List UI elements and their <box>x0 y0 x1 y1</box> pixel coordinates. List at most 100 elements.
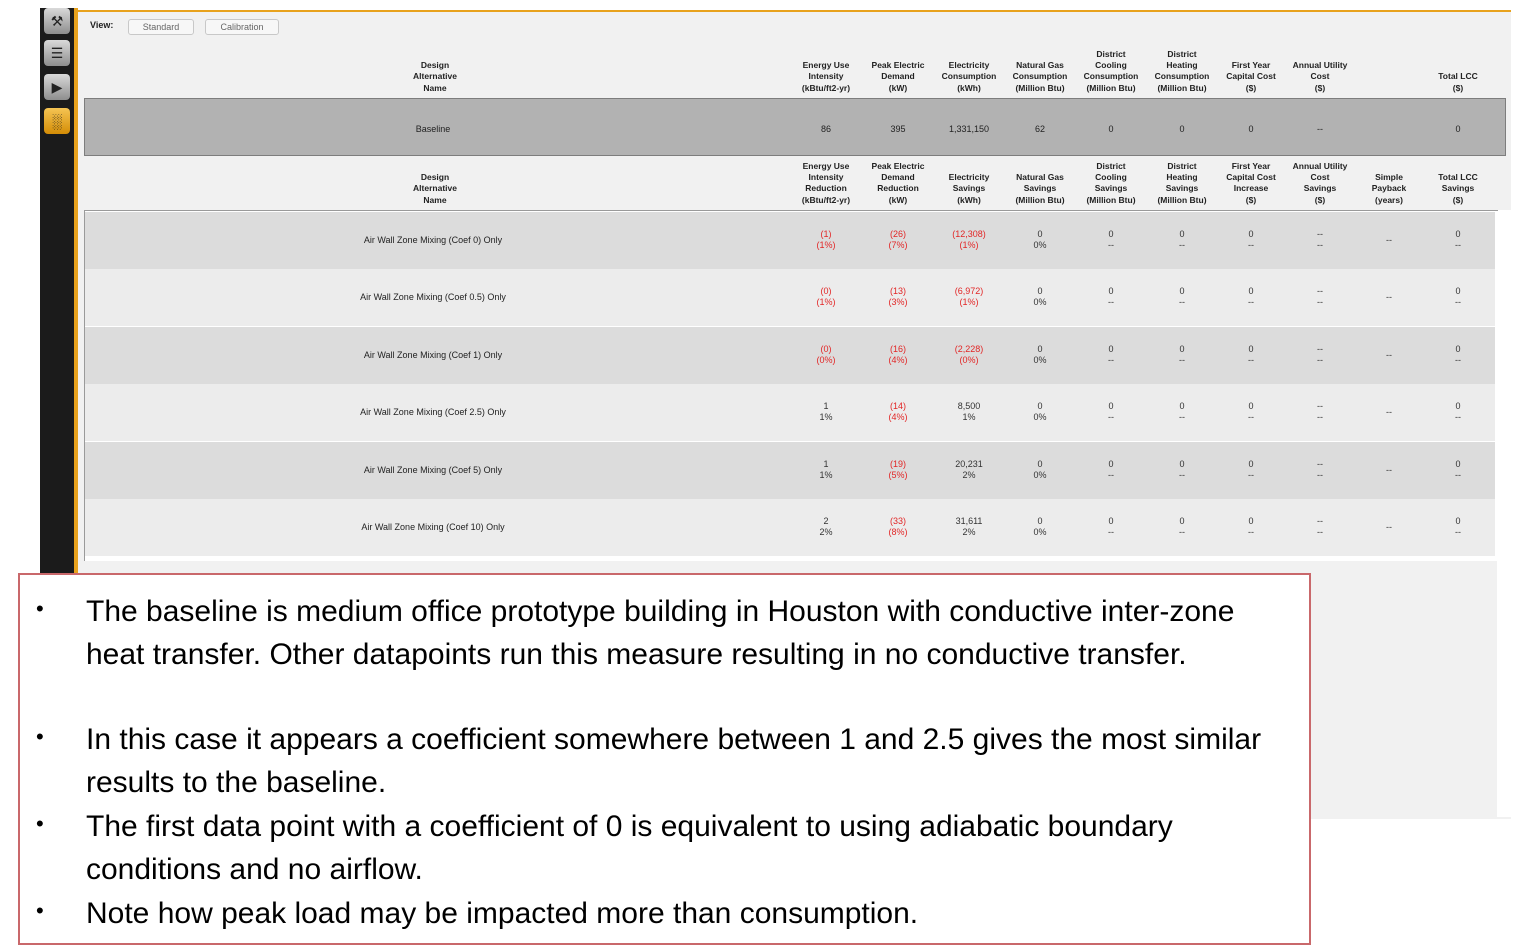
note-2: In this case it appears a coefficient so… <box>86 723 1262 799</box>
view-label: View: <box>90 20 114 30</box>
row-value: 8,500 1% <box>957 401 981 423</box>
row-value: (1) (1%) <box>816 229 836 250</box>
savings-header-10: Total LCC Savings ($) <box>1438 172 1478 205</box>
savings-header-0: Design Alternative Name <box>413 172 457 205</box>
row-value: -- -- <box>1317 343 1323 365</box>
row-value: (14) (4%) <box>888 401 908 423</box>
row-value: 0 -- <box>1455 516 1461 537</box>
baseline-value: 86 <box>820 124 831 134</box>
baseline-value: -- <box>1317 124 1323 134</box>
row-value: 0 0% <box>1033 286 1047 308</box>
table-row[interactable] <box>85 441 1495 499</box>
row-value: -- <box>1386 235 1392 245</box>
row-value: -- -- <box>1317 458 1323 480</box>
results-icon[interactable]: ░ <box>44 108 70 134</box>
row-value: -- <box>1386 292 1392 303</box>
row-value: 0 -- <box>1248 229 1254 250</box>
table-row[interactable] <box>85 212 1495 269</box>
row-value: (33) (8%) <box>888 516 908 537</box>
baseline-name: Baseline <box>415 124 451 134</box>
row-value: 0 -- <box>1248 343 1254 365</box>
row-value: 0 -- <box>1455 286 1461 308</box>
view-standard-button[interactable]: Standard <box>128 19 194 35</box>
baseline-value: 0 <box>1248 124 1254 134</box>
row-value: -- <box>1386 407 1392 418</box>
row-value: (0) (1%) <box>816 286 836 308</box>
baseline-value: 62 <box>1034 124 1045 134</box>
baseline-header-7: First Year Capital Cost ($) <box>1226 60 1276 93</box>
row-value: 0 -- <box>1179 229 1185 250</box>
row-value: 0 -- <box>1108 401 1114 423</box>
baseline-header-5: District Cooling Consumption (Million Bt… <box>1083 48 1139 93</box>
table-row[interactable] <box>85 269 1495 327</box>
tool-strip <box>40 8 74 578</box>
note-4: Note how peak load may be impacted more … <box>86 897 919 930</box>
baseline-value: 0 <box>1108 124 1114 134</box>
row-value: 20,231 2% <box>955 458 983 480</box>
table-row[interactable] <box>85 384 1495 442</box>
row-value: 0 0% <box>1033 458 1047 480</box>
table-row[interactable] <box>85 499 1495 556</box>
row-value: 0 -- <box>1248 516 1254 537</box>
row-value: (2,228) (0%) <box>954 343 984 365</box>
row-value: 0 -- <box>1179 343 1185 365</box>
row-value: 0 -- <box>1108 229 1114 250</box>
baseline-header-2: Peak Electric Demand (kW) <box>871 60 925 93</box>
row-value: 1 1% <box>819 401 833 423</box>
row-value: 0 -- <box>1108 343 1114 365</box>
row-value: (26) (7%) <box>888 229 908 250</box>
row-name: Air Wall Zone Mixing (Coef 1) Only <box>363 349 503 360</box>
row-value: 0 -- <box>1179 286 1185 308</box>
savings-header-1: Energy Use Intensity Reduction (kBtu/ft2… <box>801 160 851 205</box>
baseline-row[interactable] <box>84 98 1506 156</box>
row-value: (0) (0%) <box>816 343 836 365</box>
wrench-icon[interactable]: ⚒ <box>44 8 70 34</box>
tool-strip-accent <box>74 8 78 578</box>
view-calibration-button[interactable]: Calibration <box>205 19 279 35</box>
row-value: (16) (4%) <box>888 343 908 365</box>
row-value: 0 -- <box>1179 516 1185 537</box>
run-icon[interactable]: ▶ <box>44 74 70 100</box>
savings-header-5: District Cooling Savings (Million Btu) <box>1086 160 1136 205</box>
row-value: 0 0% <box>1033 229 1047 250</box>
row-value: 0 -- <box>1108 458 1114 480</box>
baseline-header-9 <box>1355 44 1423 94</box>
row-value: (12,308) (1%) <box>952 229 986 250</box>
row-value: 31,611 2% <box>955 516 983 537</box>
baseline-value: 0 <box>1179 124 1185 134</box>
row-value: 0 -- <box>1248 286 1254 308</box>
scrollbar-track[interactable] <box>1497 210 1511 817</box>
savings-header-2: Peak Electric Demand Reduction (kW) <box>871 160 925 205</box>
row-value: 0 -- <box>1455 401 1461 423</box>
baseline-value: 0 <box>1455 124 1461 134</box>
savings-header-8: Annual Utility Cost Savings ($) <box>1292 160 1348 205</box>
table-row[interactable] <box>85 326 1495 384</box>
bullet-icon: • <box>36 811 44 836</box>
savings-header-3: Electricity Savings (kWh) <box>948 172 990 205</box>
row-value: 0 -- <box>1455 229 1461 250</box>
row-value: -- <box>1386 349 1392 360</box>
row-value: 0 -- <box>1455 458 1461 480</box>
baseline-header-1: Energy Use Intensity (kBtu/ft2-yr) <box>801 60 851 93</box>
row-name: Air Wall Zone Mixing (Coef 0.5) Only <box>360 292 506 303</box>
row-name: Air Wall Zone Mixing (Coef 0) Only <box>363 235 503 245</box>
row-value: 0 -- <box>1179 458 1185 480</box>
savings-header-7: First Year Capital Cost Increase ($) <box>1226 160 1276 205</box>
row-value: -- -- <box>1317 516 1323 537</box>
note-3: The first data point with a coefficient … <box>86 810 1173 886</box>
bullet-icon: • <box>36 898 44 923</box>
row-value: 0 -- <box>1108 286 1114 308</box>
bullet-icon: • <box>36 596 44 621</box>
row-value: 0 -- <box>1179 401 1185 423</box>
row-value: -- <box>1386 464 1392 475</box>
row-value: 0 0% <box>1033 401 1047 423</box>
baseline-header-6: District Heating Consumption (Million Bt… <box>1154 48 1210 93</box>
baseline-header-8: Annual Utility Cost ($) <box>1292 60 1348 93</box>
measures-icon[interactable]: ☰ <box>44 40 70 66</box>
baseline-header-0: Design Alternative Name <box>413 60 457 93</box>
row-value: 0 -- <box>1108 516 1114 537</box>
row-value: 0 0% <box>1033 516 1047 537</box>
row-value: -- -- <box>1317 229 1323 250</box>
row-value: -- -- <box>1317 401 1323 423</box>
row-value: 0 -- <box>1455 343 1461 365</box>
